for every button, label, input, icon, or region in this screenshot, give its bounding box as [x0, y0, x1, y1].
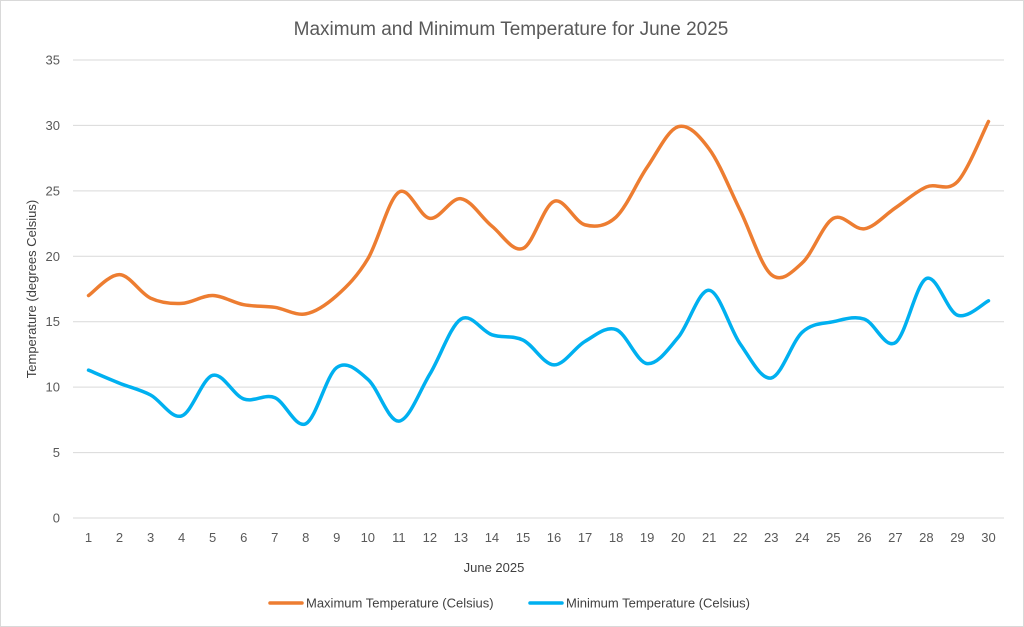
x-tick-label: 22 [733, 530, 747, 545]
x-axis-title: June 2025 [464, 560, 525, 575]
x-tick-label: 26 [857, 530, 871, 545]
chart-title: Maximum and Minimum Temperature for June… [294, 19, 729, 40]
x-tick-label: 21 [702, 530, 716, 545]
y-tick-label: 5 [53, 445, 60, 460]
legend-label: Minimum Temperature (Celsius) [566, 596, 750, 611]
x-tick-label: 15 [516, 530, 530, 545]
x-tick-label: 28 [919, 530, 933, 545]
y-tick-label: 25 [46, 183, 60, 198]
x-tick-label: 10 [361, 530, 375, 545]
y-tick-label: 20 [46, 249, 60, 264]
legend: Maximum Temperature (Celsius) Minimum Tem… [268, 596, 750, 611]
series-line-minimum [86, 276, 991, 427]
x-tick-label: 9 [333, 530, 340, 545]
x-tick-label: 16 [547, 530, 561, 545]
x-tick-label: 1 [85, 530, 92, 545]
x-tick-label: 29 [950, 530, 964, 545]
x-tick-label: 3 [147, 530, 154, 545]
y-axis-ticks: 0 5 10 15 20 25 30 35 [46, 53, 60, 526]
y-tick-label: 30 [46, 118, 60, 133]
x-tick-label: 14 [485, 530, 499, 545]
x-tick-label: 24 [795, 530, 809, 545]
gridlines [73, 59, 1004, 519]
x-tick-label: 13 [454, 530, 468, 545]
y-tick-label: 0 [53, 511, 60, 526]
legend-label: Maximum Temperature (Celsius) [306, 596, 494, 611]
y-tick-label: 35 [46, 53, 60, 68]
x-tick-label: 12 [423, 530, 437, 545]
x-tick-label: 27 [888, 530, 902, 545]
x-tick-label: 4 [178, 530, 185, 545]
y-tick-label: 15 [46, 314, 60, 329]
x-tick-label: 7 [271, 530, 278, 545]
x-tick-label: 11 [392, 530, 406, 545]
x-tick-label: 2 [116, 530, 123, 545]
x-tick-label: 8 [302, 530, 309, 545]
x-tick-label: 23 [764, 530, 778, 545]
x-tick-label: 5 [209, 530, 216, 545]
legend-item: Maximum Temperature (Celsius) [268, 596, 494, 611]
y-axis-title: Temperature (degrees Celsius) [24, 200, 39, 378]
x-axis-ticks: 1 2 3 4 5 6 7 8 9 10 11 12 13 14 15 16 17 18 19 20 21 22 23 24 2… [85, 530, 996, 545]
x-tick-label: 6 [240, 530, 247, 545]
x-tick-label: 17 [578, 530, 592, 545]
x-tick-label: 19 [640, 530, 654, 545]
x-tick-label: 20 [671, 530, 685, 545]
x-tick-label: 30 [981, 530, 995, 545]
x-tick-label: 25 [826, 530, 840, 545]
y-tick-label: 10 [46, 380, 60, 395]
x-tick-label: 18 [609, 530, 623, 545]
series-line-maximum [86, 119, 991, 316]
legend-item: Minimum Temperature (Celsius) [528, 596, 750, 611]
series-lines [86, 119, 991, 427]
